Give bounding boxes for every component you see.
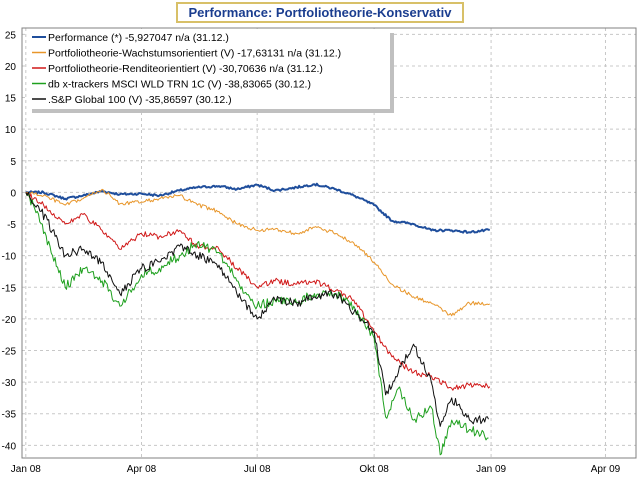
y-tick-label: 0 (10, 188, 16, 199)
y-tick-label: 5 (10, 157, 16, 168)
legend-box (28, 29, 390, 109)
y-tick-label: 15 (5, 94, 17, 105)
x-tick-label: Jan 09 (476, 464, 506, 475)
y-tick-label: 25 (5, 30, 17, 41)
legend: Performance (*) -5,927047 n/a (31.12.) Po… (28, 29, 394, 113)
legend-entry: Portfoliotheorie-Renditeorientiert (V) -… (48, 63, 323, 75)
x-tick-label: Apr 09 (591, 464, 621, 475)
x-tick-label: Okt 08 (359, 464, 389, 475)
axes: 25 20 15 10 5 0 -5 -10 -15 -20 -25 -30 -35 -40 Jan 08 A… (2, 27, 637, 475)
y-tick-label: -20 (2, 315, 17, 326)
series-line-1 (25, 182, 490, 234)
y-tick-label: -15 (2, 283, 17, 294)
series-line-5 (25, 191, 489, 427)
x-tick-label: Jul 08 (244, 464, 271, 475)
y-tick-label: -10 (2, 252, 17, 263)
legend-entry: .S&P Global 100 (V) -35,86597 (30.12.) (48, 94, 232, 106)
series-lines (25, 182, 491, 456)
y-tick-label: -30 (2, 378, 17, 389)
chart-title: Performance: Portfoliotheorie-Konservati… (188, 5, 452, 20)
series-line-2 (25, 188, 491, 317)
y-tick-label: -25 (2, 347, 17, 358)
legend-entry: db x-trackers MSCI WLD TRN 1C (V) -38,83… (48, 79, 311, 91)
series-line-3 (25, 192, 491, 391)
plot-frame (21, 27, 637, 459)
y-tick-label: 10 (5, 125, 17, 136)
x-tick-label: Apr 08 (127, 464, 157, 475)
y-tick-label: -35 (2, 410, 17, 421)
legend-entry: Portfoliotheorie-Wachstumsorientiert (V)… (48, 48, 341, 60)
grid (22, 28, 636, 458)
y-tick-label: 20 (5, 62, 17, 73)
legend-entry: Performance (*) -5,927047 n/a (31.12.) (48, 32, 229, 44)
y-tick-label: -40 (2, 441, 17, 452)
y-tick-label: -5 (7, 220, 16, 231)
series-line-4 (25, 192, 489, 456)
chart-title-box: Performance: Portfoliotheorie-Konservati… (176, 2, 464, 23)
x-tick-label: Jan 08 (11, 464, 41, 475)
